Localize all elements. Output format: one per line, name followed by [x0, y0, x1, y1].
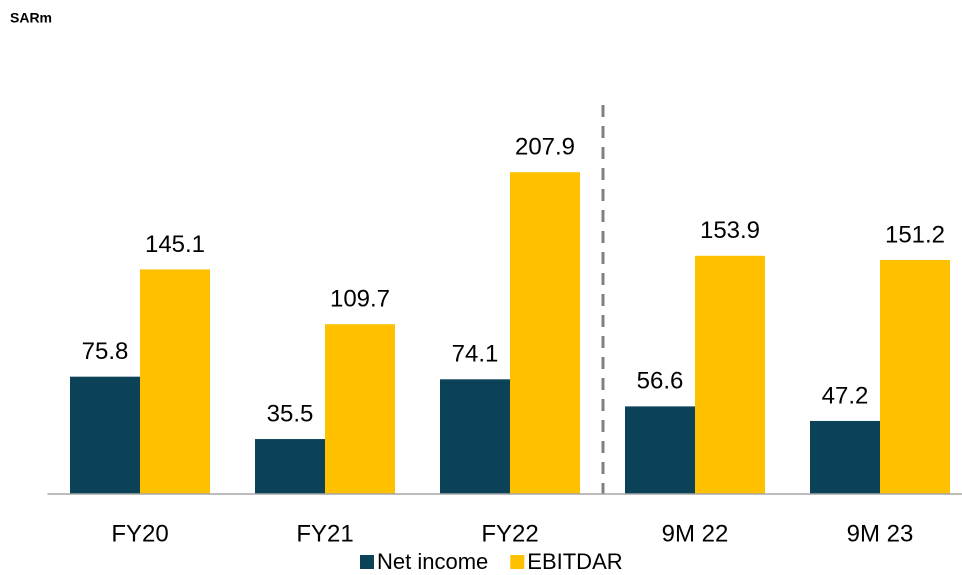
data-label: 109.7 — [330, 286, 390, 313]
data-label: 35.5 — [267, 400, 314, 427]
data-label: 207.9 — [515, 134, 575, 161]
data-label: 56.6 — [637, 368, 684, 395]
bar — [625, 406, 695, 494]
legend-label: EBITDAR — [527, 549, 622, 574]
bar — [440, 379, 510, 494]
bar — [325, 324, 395, 494]
x-tick-label: FY22 — [481, 520, 538, 547]
bar — [70, 376, 140, 494]
data-label: 74.1 — [452, 341, 499, 368]
data-label: 75.8 — [82, 338, 129, 365]
bar — [880, 259, 950, 494]
data-label: 151.2 — [885, 221, 945, 248]
legend-swatch — [510, 555, 525, 569]
bar — [255, 439, 325, 494]
data-label: 47.2 — [822, 382, 869, 409]
bar — [810, 420, 880, 494]
legend-label: Net income — [377, 549, 488, 574]
data-label: 145.1 — [145, 231, 205, 258]
x-tick-label: 9M 22 — [662, 520, 729, 547]
bar — [140, 269, 210, 494]
legend-swatch — [360, 555, 374, 569]
x-tick-label: FY21 — [296, 520, 353, 547]
chart-subtitle: SARm — [10, 10, 52, 26]
bar — [695, 255, 765, 494]
bar — [510, 172, 580, 494]
data-label: 153.9 — [700, 217, 760, 244]
x-tick-label: 9M 23 — [847, 520, 914, 547]
x-tick-label: FY20 — [111, 520, 168, 547]
